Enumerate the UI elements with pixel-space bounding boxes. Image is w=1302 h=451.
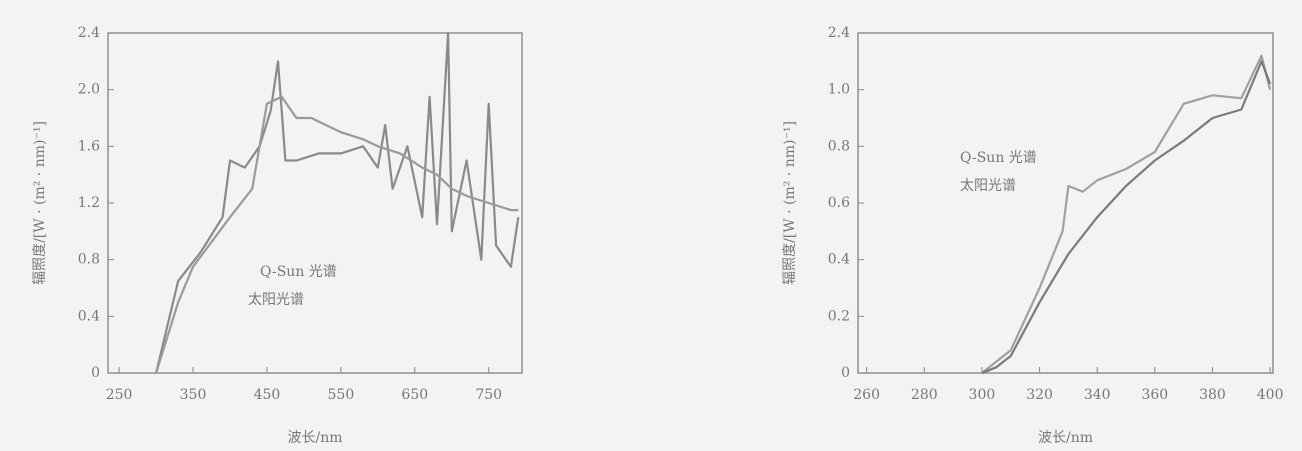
series-annotation: Q-Sun 光谱 bbox=[960, 150, 1037, 166]
series-line bbox=[981, 60, 1272, 375]
x-tick-label: 750 bbox=[475, 387, 502, 403]
x-axis-label: 波长/nm bbox=[287, 430, 342, 446]
y-tick-label: 0.8 bbox=[78, 252, 100, 268]
y-tick-label: 0 bbox=[91, 365, 100, 381]
y-tick-label: 2.4 bbox=[78, 25, 100, 41]
series-line bbox=[155, 95, 519, 374]
series-annotation: 太阳光谱 bbox=[248, 292, 304, 308]
x-tick-label: 340 bbox=[1084, 387, 1111, 403]
y-tick-label: 1.0 bbox=[828, 82, 850, 98]
series-annotation: 太阳光谱 bbox=[960, 178, 1016, 194]
x-tick-label: 260 bbox=[853, 387, 880, 403]
y-tick-label: 0.8 bbox=[828, 138, 850, 154]
y-tick-label: 0.4 bbox=[828, 252, 850, 268]
x-tick-label: 400 bbox=[1257, 387, 1284, 403]
x-tick-label: 350 bbox=[180, 387, 207, 403]
x-axis-label: 波长/nm bbox=[1038, 430, 1093, 446]
series-line bbox=[981, 54, 1272, 374]
y-tick-label: 0.4 bbox=[78, 308, 100, 324]
plot-frame bbox=[107, 32, 523, 374]
x-tick-label: 360 bbox=[1141, 387, 1168, 403]
y-tick-label: 1.6 bbox=[78, 138, 100, 154]
x-tick-label: 550 bbox=[328, 387, 355, 403]
y-tick-label: 0.2 bbox=[828, 308, 850, 324]
x-tick-label: 380 bbox=[1199, 387, 1226, 403]
x-tick-label: 650 bbox=[401, 387, 428, 403]
x-tick-label: 450 bbox=[254, 387, 281, 403]
x-tick-label: 320 bbox=[1026, 387, 1053, 403]
y-axis-label: 辐照度/[W · (m² · nm)⁻¹] bbox=[782, 121, 798, 285]
y-tick-label: 2.4 bbox=[828, 25, 850, 41]
y-tick-label: 2.0 bbox=[78, 82, 100, 98]
series-annotation: Q-Sun 光谱 bbox=[260, 264, 337, 280]
x-tick-label: 280 bbox=[911, 387, 938, 403]
x-tick-label: 250 bbox=[106, 387, 133, 403]
x-tick-label: 300 bbox=[969, 387, 996, 403]
series-line bbox=[155, 31, 520, 374]
y-tick-label: 0.6 bbox=[828, 195, 850, 211]
y-tick-label: 1.2 bbox=[78, 195, 100, 211]
y-tick-label: 0 bbox=[841, 365, 850, 381]
y-axis-label: 辐照度/[W · (m² · nm)⁻¹] bbox=[32, 121, 48, 285]
